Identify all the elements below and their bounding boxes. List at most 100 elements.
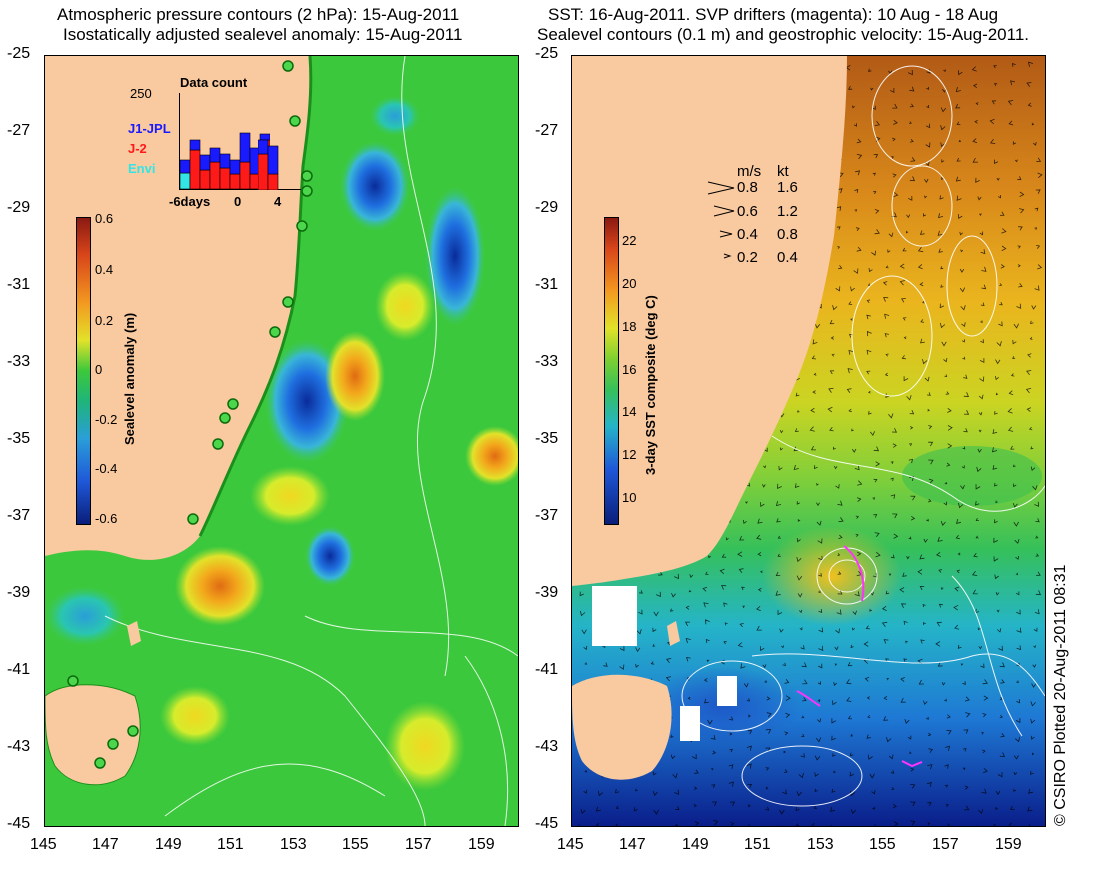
colorbar-tick: 0.6 <box>95 211 114 226</box>
sst-map[interactable] <box>571 55 1046 827</box>
low-anomaly-eddy <box>305 526 355 586</box>
latitude-tick: -39 <box>535 584 559 601</box>
data-count-legend: Envi <box>128 161 156 176</box>
sealevel-anomaly-map[interactable] <box>44 55 519 827</box>
velocity-legend-arrows <box>707 181 735 259</box>
high-anomaly-eddy <box>375 271 435 341</box>
colorbar-tick: -0.2 <box>95 412 118 427</box>
high-anomaly-eddy <box>465 426 518 486</box>
longitude-tick: 151 <box>217 836 244 853</box>
longitude-tick: 145 <box>557 836 584 853</box>
sealevel-colorbar <box>76 217 91 525</box>
longitude-tick: 155 <box>869 836 896 853</box>
latitude-tick: -41 <box>7 661 31 678</box>
colorbar-tick: -0.6 <box>95 511 118 526</box>
colorbar-tick: 0.2 <box>95 313 114 328</box>
sst-colorbar <box>604 217 619 525</box>
latitude-tick: -27 <box>7 122 31 139</box>
latitude-tick: -37 <box>7 507 31 524</box>
sst-patch <box>902 446 1042 506</box>
tasmania <box>45 684 141 786</box>
velocity-legend-header: m/s <box>737 163 762 180</box>
data-count-bars <box>258 139 279 190</box>
velocity-legend-kt: 0.8 <box>777 226 798 243</box>
data-count-axis <box>179 93 180 190</box>
colorbar-tick: 0 <box>95 362 103 377</box>
velocity-legend-header: kt <box>777 163 789 180</box>
latitude-tick: -27 <box>535 122 559 139</box>
plot-credit: © CSIRO Plotted 20-Aug-2011 08:31 <box>1052 564 1069 826</box>
latitude-tick: -31 <box>535 276 559 293</box>
data-count-bars <box>180 132 270 190</box>
low-anomaly-eddy <box>340 141 410 231</box>
data-count-legend: J1-JPL <box>128 121 171 136</box>
data-count-axis <box>179 189 301 190</box>
left-title-line1: Atmospheric pressure contours (2 hPa): 1… <box>57 5 460 24</box>
velocity-legend-ms: 0.4 <box>737 226 758 243</box>
right-title-line2: Sealevel contours (0.1 m) and geostrophi… <box>537 25 1030 44</box>
longitude-tick: 157 <box>405 836 432 853</box>
high-anomaly-eddy <box>175 546 265 626</box>
tasmania <box>572 674 672 780</box>
low-anomaly-eddy <box>425 186 485 326</box>
colorbar-tick: 12 <box>622 447 637 462</box>
latitude-tick: -43 <box>535 738 559 755</box>
low-anomaly-eddy <box>370 96 420 136</box>
left-title-line2: Isostatically adjusted sealevel anomaly:… <box>63 25 463 44</box>
high-anomaly-eddy <box>160 686 230 746</box>
colorbar-tick: 22 <box>622 233 637 248</box>
longitude-tick: 155 <box>342 836 369 853</box>
high-anomaly-eddy <box>325 331 385 421</box>
colorbar-tick: 18 <box>622 319 637 334</box>
velocity-legend-kt: 1.6 <box>777 179 798 196</box>
sst-map-graphic <box>572 56 1045 826</box>
latitude-tick: -41 <box>535 661 559 678</box>
latitude-tick: -29 <box>535 199 559 216</box>
colorbar-tick: 14 <box>622 404 637 419</box>
island <box>667 621 680 646</box>
data-count-tick: 0 <box>234 194 242 209</box>
longitude-tick: 157 <box>932 836 959 853</box>
velocity-legend-ms: 0.8 <box>737 179 758 196</box>
velocity-legend-kt: 0.4 <box>777 249 798 266</box>
latitude-tick: -33 <box>7 353 31 370</box>
high-anomaly-eddy <box>250 466 330 526</box>
longitude-tick: 147 <box>619 836 646 853</box>
colorbar-tick: 10 <box>622 490 637 505</box>
latitude-tick: -31 <box>7 276 31 293</box>
island <box>127 621 141 646</box>
longitude-tick: 159 <box>468 836 495 853</box>
latitude-tick: -37 <box>535 507 559 524</box>
sealevel-anomaly-map-graphic <box>45 56 518 826</box>
latitude-tick: -29 <box>7 199 31 216</box>
data-count-legend: J-2 <box>128 141 147 156</box>
colorbar-tick: -0.4 <box>95 461 118 476</box>
latitude-tick: -35 <box>535 430 559 447</box>
data-count-tick: -6days <box>169 194 211 209</box>
latitude-tick: -25 <box>535 45 559 62</box>
latitude-tick: -45 <box>535 815 559 832</box>
longitude-tick: 149 <box>682 836 709 853</box>
svp-drifter-tracks <box>796 545 923 768</box>
velocity-legend-ms: 0.2 <box>737 249 758 266</box>
longitude-tick: 159 <box>995 836 1022 853</box>
high-anomaly-eddy <box>385 701 465 791</box>
longitude-tick: 153 <box>807 836 834 853</box>
longitude-tick: 149 <box>155 836 182 853</box>
data-count-title: Data count <box>180 75 248 90</box>
data-count-max-label: 250 <box>130 86 152 101</box>
tide-gauge-markers <box>67 60 313 769</box>
colorbar-label: 3-day SST composite (deg C) <box>643 295 658 475</box>
colorbar-label: Sealevel anomaly (m) <box>122 312 137 445</box>
data-count-tick: 4 <box>274 194 282 209</box>
warm-eddy <box>762 526 902 626</box>
longitude-tick: 151 <box>744 836 771 853</box>
mainland-australia <box>572 56 847 586</box>
velocity-legend-kt: 1.2 <box>777 203 798 220</box>
colorbar-tick: 20 <box>622 276 637 291</box>
colorbar-tick: 16 <box>622 362 637 377</box>
latitude-tick: -45 <box>7 815 31 832</box>
right-title-line1: SST: 16-Aug-2011. SVP drifters (magenta)… <box>548 5 999 24</box>
latitude-tick: -25 <box>7 45 31 62</box>
low-anomaly-eddy <box>45 586 125 646</box>
